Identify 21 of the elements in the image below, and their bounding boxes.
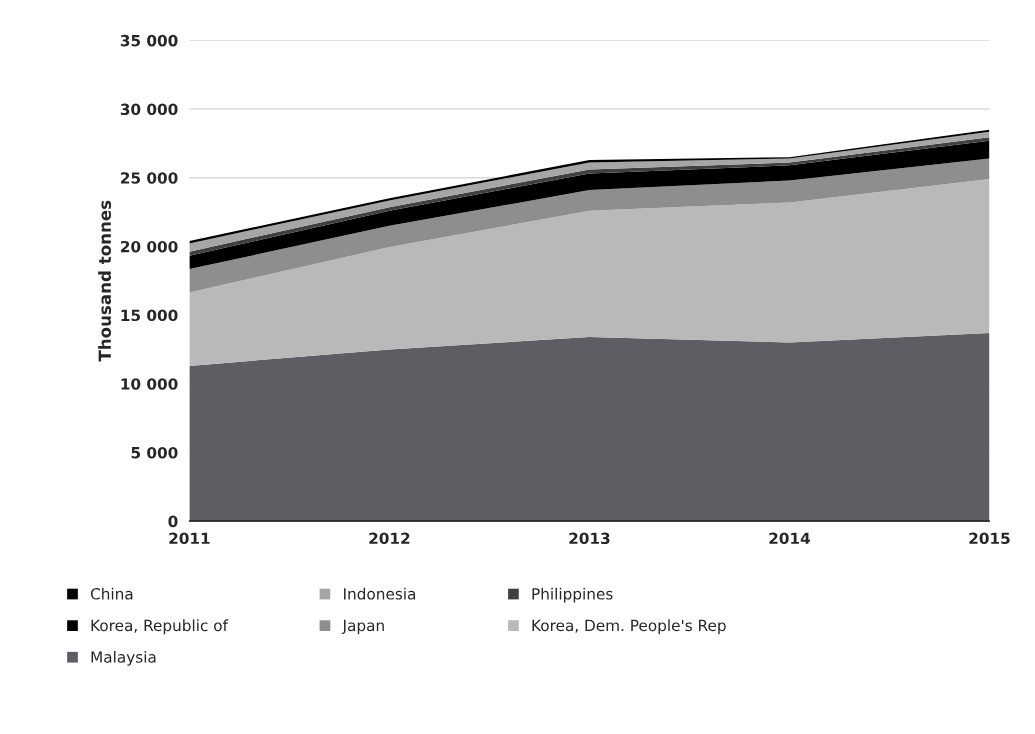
y-tick-label: 25 000 xyxy=(121,172,178,184)
legend-label: Indonesia xyxy=(344,587,416,600)
x-tick-label: 2013 xyxy=(569,532,610,545)
y-tick-label: 20 000 xyxy=(121,240,178,253)
y-tick-label: 0 xyxy=(168,515,178,528)
y-tick-label: 35 000 xyxy=(120,34,178,47)
x-tick-label: 2012 xyxy=(369,532,410,545)
legend-label: Malaysia xyxy=(91,650,156,666)
y-axis-title: Thousand tonnes xyxy=(98,200,112,362)
x-tick-label: 2011 xyxy=(169,532,210,545)
y-tick-label: 15 000 xyxy=(121,309,178,322)
legend-label: Japan xyxy=(341,619,384,635)
x-tick-label: 2015 xyxy=(969,532,1010,545)
legend-label: China xyxy=(90,587,133,600)
y-tick-label: 30 000 xyxy=(120,103,178,116)
legend-label: Philippines xyxy=(532,587,613,603)
legend-label: Korea, Republic of xyxy=(91,619,229,635)
y-tick-label: 5 000 xyxy=(131,446,178,459)
legend-label: Korea, Dem. People's Rep xyxy=(532,619,726,635)
y-tick-label: 10 000 xyxy=(121,378,178,390)
x-tick-label: 2014 xyxy=(769,532,811,545)
